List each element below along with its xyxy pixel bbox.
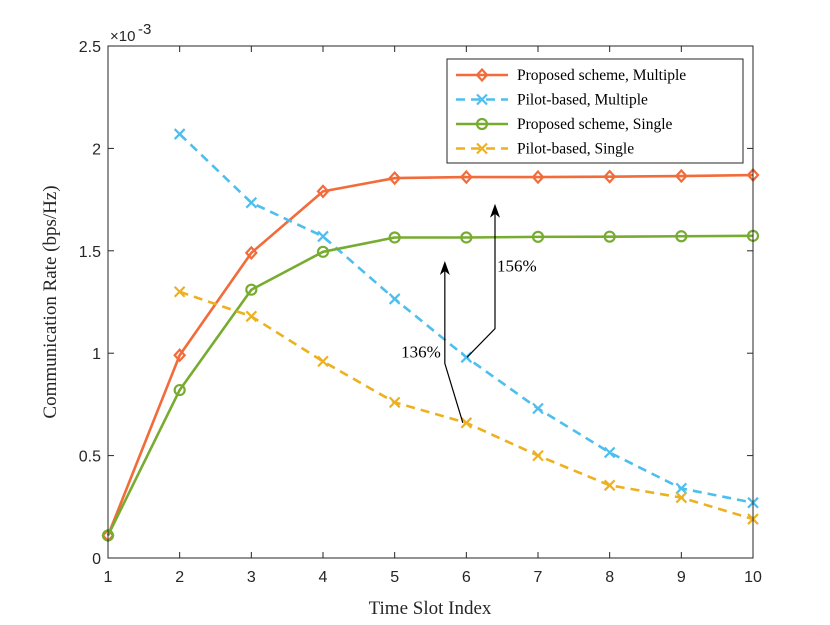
y-tick-label: 0 (92, 551, 101, 568)
data-point (459, 169, 473, 185)
data-point (388, 293, 401, 305)
legend-label: Proposed scheme, Single (517, 116, 673, 133)
data-point (675, 230, 688, 243)
y-tick-label: 2 (92, 141, 101, 158)
legend-marker (476, 93, 488, 106)
data-point (603, 230, 616, 243)
legend: Proposed scheme, Multiple Pilot-based, Mu… (446, 58, 744, 164)
legend-marker (476, 142, 488, 155)
annotation-layer: 156% 136% (401, 203, 537, 424)
x-axis-label: Time Slot Index (369, 598, 492, 619)
x-tick-label: 7 (534, 569, 543, 586)
data-point (245, 196, 258, 209)
data-point (531, 230, 545, 243)
data-point (316, 245, 330, 258)
annotation-line (444, 271, 464, 424)
series-line (106, 234, 754, 537)
data-point (317, 355, 329, 368)
annotation-label: 136% (401, 342, 441, 361)
data-point (388, 396, 401, 409)
annotation-label: 156% (497, 256, 537, 275)
data-point (675, 491, 688, 504)
data-point (245, 283, 258, 296)
legend-box (446, 58, 744, 164)
annotation-arrowhead (490, 203, 500, 218)
data-point (674, 168, 688, 184)
series-layer (101, 128, 760, 543)
y-multiplier-exponent: -3 (138, 21, 151, 38)
x-tick-label: 10 (744, 569, 762, 586)
x-tick-label: 2 (175, 569, 184, 586)
data-point (531, 169, 545, 185)
legend-label: Pilot-based, Multiple (517, 92, 648, 109)
data-point (603, 446, 616, 459)
y-tick-label: 0.5 (79, 449, 101, 466)
data-point (316, 184, 330, 199)
legend-label: Pilot-based, Single (517, 141, 634, 158)
legend-entry-0: Proposed scheme, Multiple (456, 67, 686, 84)
data-point (317, 230, 329, 243)
plot-frame (107, 45, 754, 559)
data-point (173, 348, 187, 363)
x-tick-label: 1 (104, 569, 113, 586)
legend-entry-3: Pilot-based, Single (456, 141, 634, 158)
y-tick-label: 2.5 (79, 39, 101, 56)
y-axis-label: Communication Rate (bps/Hz) (40, 185, 61, 418)
annotation-line (466, 213, 496, 358)
legend-entry-1: Pilot-based, Multiple (456, 92, 648, 109)
y-multiplier-base: ×10 (110, 28, 135, 45)
data-point (173, 285, 186, 298)
annotation-1: 136% (401, 261, 464, 424)
y-tick-label: 1 (92, 346, 101, 363)
series-1 (173, 128, 759, 509)
legend-marker (475, 67, 489, 83)
axis-layer: 1 2 3 4 5 6 7 8 9 10 0 0.5 1 1.5 2 2.5 (79, 39, 762, 586)
annotation-0: 156% (466, 203, 537, 358)
legend-marker (475, 117, 489, 131)
x-tick-label: 8 (605, 569, 614, 586)
data-point (244, 245, 258, 260)
data-point (532, 449, 544, 462)
annotation-arrowhead (439, 261, 450, 276)
data-point (173, 383, 186, 397)
legend-entry-2: Proposed scheme, Single (456, 116, 673, 133)
x-tick-label: 5 (390, 569, 399, 586)
x-tick-label: 4 (319, 569, 328, 586)
data-point (532, 402, 544, 415)
data-point (603, 479, 616, 492)
x-tick-label: 3 (247, 569, 256, 586)
x-tick-label: 6 (462, 569, 471, 586)
data-point (675, 482, 688, 495)
data-point (388, 170, 402, 186)
legend-label: Proposed scheme, Multiple (517, 67, 686, 84)
data-point (460, 231, 473, 244)
data-point (603, 169, 617, 184)
data-point (388, 231, 401, 244)
y-tick-label: 1.5 (79, 244, 101, 261)
data-point (173, 128, 186, 140)
data-point (460, 417, 473, 429)
data-point (245, 310, 258, 323)
x-tick-label: 9 (677, 569, 686, 586)
